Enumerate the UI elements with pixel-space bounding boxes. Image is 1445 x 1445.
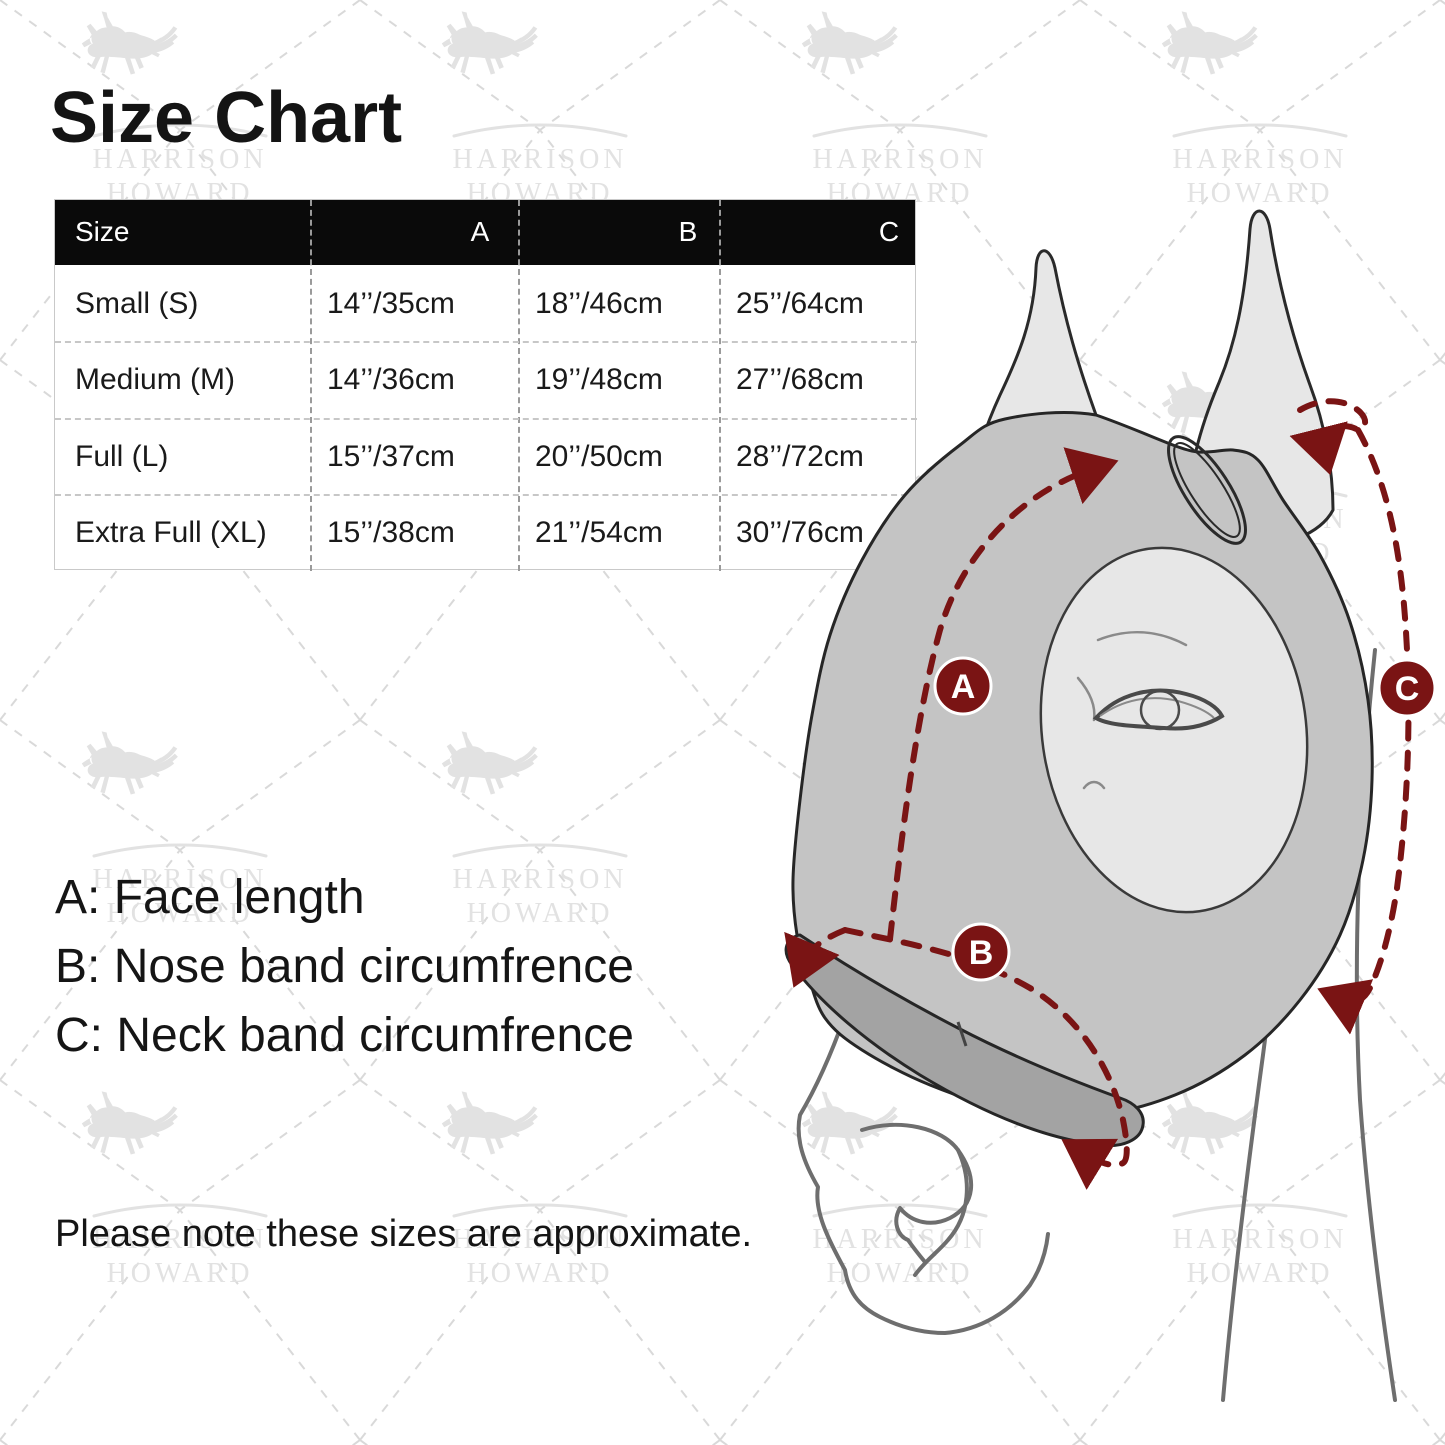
svg-text:B: B [969, 934, 994, 972]
svg-text:C: C [1395, 670, 1420, 708]
svg-text:A: A [951, 668, 976, 706]
